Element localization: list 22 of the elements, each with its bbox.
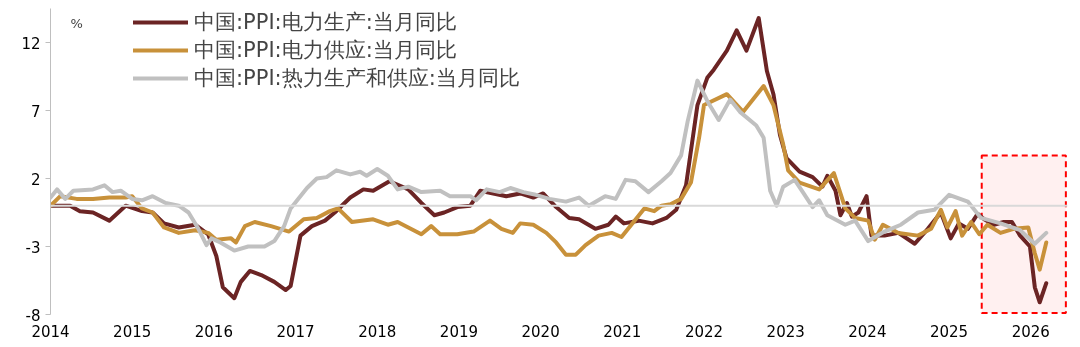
y-axis-title: % <box>70 15 83 31</box>
y-tick-label: -8 <box>25 306 41 325</box>
x-tick-label: 2021 <box>603 322 642 341</box>
x-tick-label: 2016 <box>194 322 233 341</box>
legend-label: 中国:PPI:热力生产和供应:当月同比 <box>194 65 520 92</box>
x-tick-label: 2017 <box>276 322 315 341</box>
x-tick-label: 2018 <box>358 322 397 341</box>
y-tick-label: 2 <box>30 170 41 189</box>
x-tick-label: 2020 <box>521 322 560 341</box>
x-tick-label: 2026 <box>1011 322 1050 341</box>
x-tick-label: 2023 <box>766 322 805 341</box>
x-tick-label: 2014 <box>31 322 70 341</box>
y-tick-label: -3 <box>25 238 41 257</box>
x-tick-label: 2015 <box>113 322 152 341</box>
x-tick-label: 2022 <box>684 322 724 341</box>
y-tick-label: 12 <box>21 34 41 53</box>
legend-label: 中国:PPI:电力供应:当月同比 <box>194 37 457 64</box>
legend-label: 中国:PPI:电力生产:当月同比 <box>194 9 457 36</box>
x-tick-label: 2019 <box>439 322 479 341</box>
x-tick-label: 2024 <box>848 322 887 341</box>
x-tick-label: 2025 <box>929 322 969 341</box>
y-tick-label: 7 <box>30 102 41 121</box>
